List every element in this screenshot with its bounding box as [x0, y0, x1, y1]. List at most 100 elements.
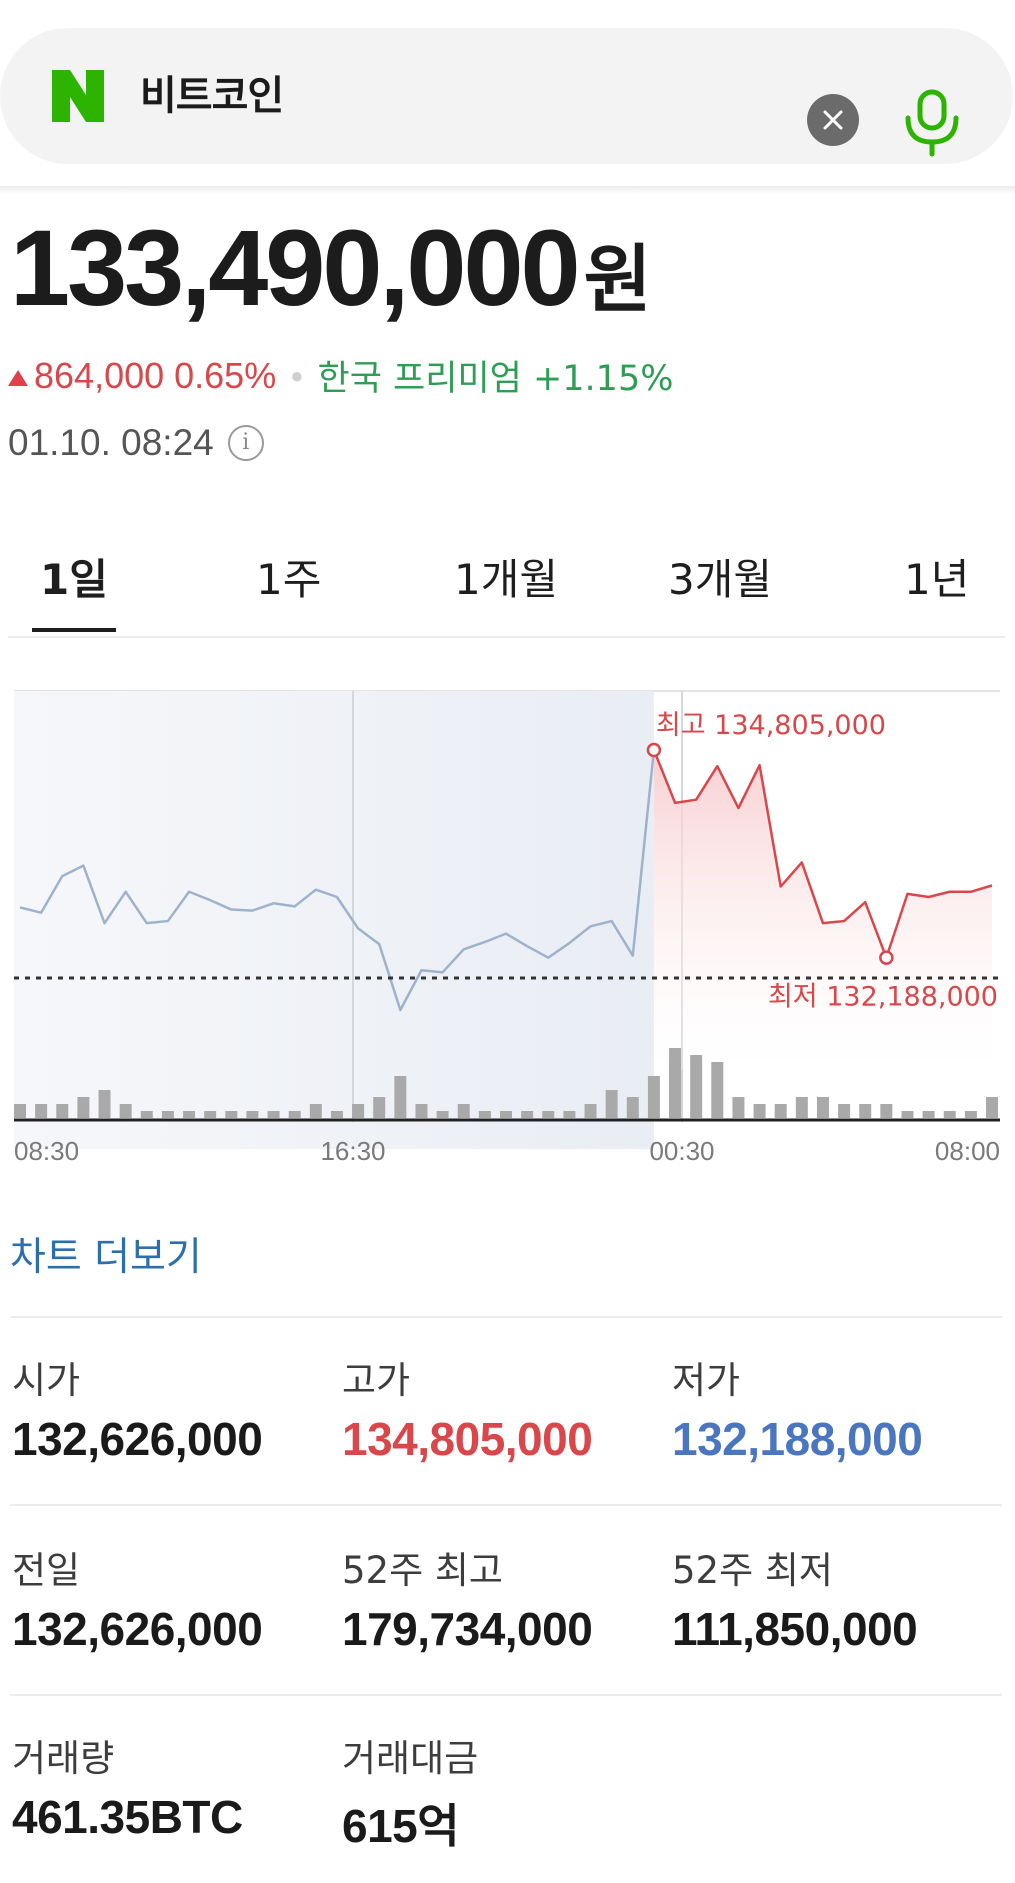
stat-value-low: 132,188,000 [672, 1413, 923, 1465]
volume-bar [584, 1104, 597, 1118]
chart-high-label: 최고 134,805,000 [656, 710, 886, 741]
volume-bar [436, 1111, 449, 1118]
volume-bar [816, 1097, 829, 1118]
volume-bar [140, 1111, 153, 1118]
current-price: 133,490,000원 [10, 214, 652, 322]
price-change-row: 864,000 0.65% ● 한국 프리미엄 +1.15% [8, 350, 673, 401]
price-unit: 원 [583, 237, 652, 323]
volume-bar [98, 1090, 111, 1118]
volume-bar [922, 1111, 935, 1118]
x-tick-label: 16:30 [320, 1136, 385, 1166]
stat-label-trade-value: 거래대금 [342, 1737, 479, 1780]
price-value: 133,490,000 [10, 207, 581, 328]
search-query[interactable]: 비트코인 [140, 73, 284, 119]
volume-bar [352, 1104, 365, 1118]
volume-bar [859, 1104, 872, 1118]
stat-value-trade-value: 615억 [342, 1800, 460, 1852]
price-chart[interactable]: 최고 134,805,000 최저 132,188,000 08:30 16:30 00… [0, 670, 1015, 1170]
stat-value-open: 132,626,000 [12, 1413, 263, 1465]
volume-bar [77, 1097, 90, 1118]
stat-label-open: 시가 [12, 1359, 81, 1402]
x-tick-label: 00:30 [649, 1136, 714, 1166]
volume-bar [373, 1097, 386, 1118]
volume-bar [880, 1104, 893, 1118]
volume-bar [774, 1104, 787, 1118]
stat-value-high: 134,805,000 [342, 1413, 593, 1465]
stat-label-52w-high: 52주 최고 [342, 1549, 503, 1592]
volume-bar [753, 1104, 766, 1118]
volume-bar [647, 1076, 660, 1118]
volume-bar [669, 1048, 682, 1118]
period-tabs: 1일 1주 1개월 3개월 1년 [8, 546, 1005, 638]
tab-1-day[interactable]: 1일 [40, 555, 108, 604]
volume-bar [478, 1111, 491, 1118]
stat-label-prev-close: 전일 [12, 1549, 81, 1592]
volume-bar [901, 1111, 914, 1118]
volume-bar [267, 1111, 280, 1118]
close-icon [823, 110, 843, 130]
volume-bar [457, 1104, 470, 1118]
volume-bar [14, 1104, 26, 1118]
stat-value-prev-close: 132,626,000 [12, 1603, 263, 1655]
chart-line-after [652, 749, 993, 959]
chart-low-label: 최저 132,188,000 [768, 982, 998, 1013]
up-arrow-icon [8, 369, 28, 386]
naver-logo-icon [52, 70, 104, 122]
chart-line-before [19, 749, 656, 1012]
volume-bar [415, 1104, 428, 1118]
volume-bar [330, 1111, 343, 1118]
timestamp: 01.10. 08:24 [8, 422, 214, 463]
volume-bar [204, 1111, 217, 1118]
volume-bar [605, 1090, 618, 1118]
volume-bar [56, 1104, 69, 1118]
stat-label-high: 고가 [342, 1359, 411, 1402]
more-chart-link[interactable]: 차트 더보기 [10, 1235, 202, 1280]
clear-search-button[interactable] [807, 94, 859, 146]
volume-bar [563, 1111, 576, 1118]
chart-high-marker [646, 742, 662, 758]
x-tick-label: 08:00 [935, 1136, 1000, 1166]
tab-3-months[interactable]: 3개월 [668, 555, 773, 604]
volume-bar [119, 1104, 132, 1118]
separator-dot: ● [290, 362, 304, 388]
stats-divider [10, 1316, 1002, 1318]
volume-bar [521, 1111, 534, 1118]
volume-bar [288, 1111, 301, 1118]
korea-premium: 한국 프리미엄 +1.15% [317, 359, 674, 399]
volume-bar [225, 1111, 238, 1118]
price-change: 864,000 0.65% [34, 354, 277, 396]
volume-bar [246, 1111, 259, 1118]
stats-divider [10, 1504, 1002, 1506]
volume-bar [795, 1097, 808, 1118]
volume-bar [394, 1076, 407, 1118]
stat-label-low: 저가 [672, 1359, 741, 1402]
stat-label-52w-low: 52주 최저 [672, 1549, 833, 1592]
microphone-icon[interactable] [902, 86, 962, 158]
volume-bar [161, 1111, 174, 1118]
volume-bar [35, 1104, 48, 1118]
timestamp-row: 01.10. 08:24 i [8, 422, 264, 464]
tab-1-week[interactable]: 1주 [256, 555, 322, 604]
x-tick-label: 08:30 [14, 1136, 79, 1166]
chart-low-marker [879, 950, 894, 965]
volume-bar [838, 1104, 851, 1118]
volume-bar [309, 1104, 322, 1118]
volume-bar [542, 1111, 555, 1118]
stat-label-volume: 거래량 [12, 1737, 115, 1780]
volume-bar [732, 1097, 745, 1118]
volume-bar [964, 1111, 977, 1118]
volume-bar [711, 1062, 724, 1118]
header-divider [0, 186, 1015, 194]
tab-1-month[interactable]: 1개월 [454, 555, 559, 604]
info-icon[interactable]: i [227, 425, 264, 461]
chart-red-area [653, 750, 992, 1070]
stats-divider [10, 1694, 1002, 1696]
stat-value-volume: 461.35BTC [12, 1791, 243, 1843]
volume-bar [626, 1097, 639, 1118]
volume-bar [183, 1111, 196, 1118]
volume-bar [500, 1111, 512, 1118]
search-bar[interactable]: 비트코인 [0, 28, 1013, 164]
tab-1-year[interactable]: 1년 [904, 555, 970, 604]
active-tab-indicator [32, 628, 116, 632]
stat-value-52w-high: 179,734,000 [342, 1603, 593, 1655]
